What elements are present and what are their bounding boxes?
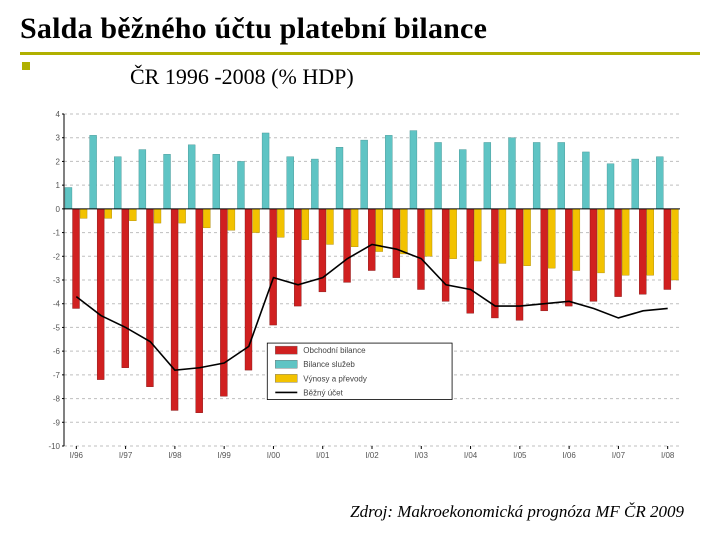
- chart-svg: -10-9-8-7-6-5-4-3-2-101234I/96I/97I/98I/…: [38, 108, 686, 468]
- svg-text:3: 3: [56, 134, 61, 143]
- bullet-square: [22, 62, 30, 70]
- svg-text:I/03: I/03: [415, 451, 429, 460]
- svg-text:I/06: I/06: [562, 451, 576, 460]
- svg-text:-5: -5: [53, 323, 61, 332]
- svg-text:I/05: I/05: [513, 451, 527, 460]
- title-block: Salda běžného účtu platební bilance: [20, 12, 700, 55]
- balance-chart: -10-9-8-7-6-5-4-3-2-101234I/96I/97I/98I/…: [38, 108, 686, 468]
- page-subtitle: ČR 1996 -2008 (% HDP): [130, 64, 354, 90]
- svg-text:I/98: I/98: [168, 451, 182, 460]
- svg-text:-1: -1: [53, 229, 61, 238]
- svg-text:I/99: I/99: [217, 451, 231, 460]
- svg-text:-8: -8: [53, 395, 61, 404]
- svg-text:Bilance služeb: Bilance služeb: [303, 360, 355, 369]
- svg-text:-10: -10: [48, 442, 60, 451]
- svg-text:-2: -2: [53, 252, 61, 261]
- slide: Salda běžného účtu platební bilance ČR 1…: [0, 0, 720, 540]
- page-title: Salda běžného účtu platební bilance: [20, 12, 700, 55]
- svg-text:1: 1: [56, 181, 61, 190]
- svg-text:-6: -6: [53, 347, 61, 356]
- svg-text:I/01: I/01: [316, 451, 330, 460]
- svg-text:2: 2: [56, 157, 61, 166]
- svg-text:4: 4: [56, 110, 61, 119]
- svg-text:-4: -4: [53, 300, 61, 309]
- svg-text:I/00: I/00: [267, 451, 281, 460]
- svg-text:I/04: I/04: [464, 451, 478, 460]
- svg-text:I/97: I/97: [119, 451, 133, 460]
- svg-text:-7: -7: [53, 371, 61, 380]
- svg-text:Výnosy a převody: Výnosy a převody: [303, 374, 367, 383]
- source-caption: Zdroj: Makroekonomická prognóza MF ČR 20…: [0, 502, 684, 522]
- svg-text:I/07: I/07: [612, 451, 626, 460]
- svg-text:I/02: I/02: [365, 451, 379, 460]
- svg-text:-9: -9: [53, 418, 61, 427]
- svg-text:0: 0: [56, 205, 61, 214]
- svg-text:I/08: I/08: [661, 451, 675, 460]
- svg-text:-3: -3: [53, 276, 61, 285]
- svg-text:Běžný účet: Běžný účet: [303, 388, 343, 397]
- svg-text:Obchodní bilance: Obchodní bilance: [303, 346, 366, 355]
- svg-text:I/96: I/96: [70, 451, 84, 460]
